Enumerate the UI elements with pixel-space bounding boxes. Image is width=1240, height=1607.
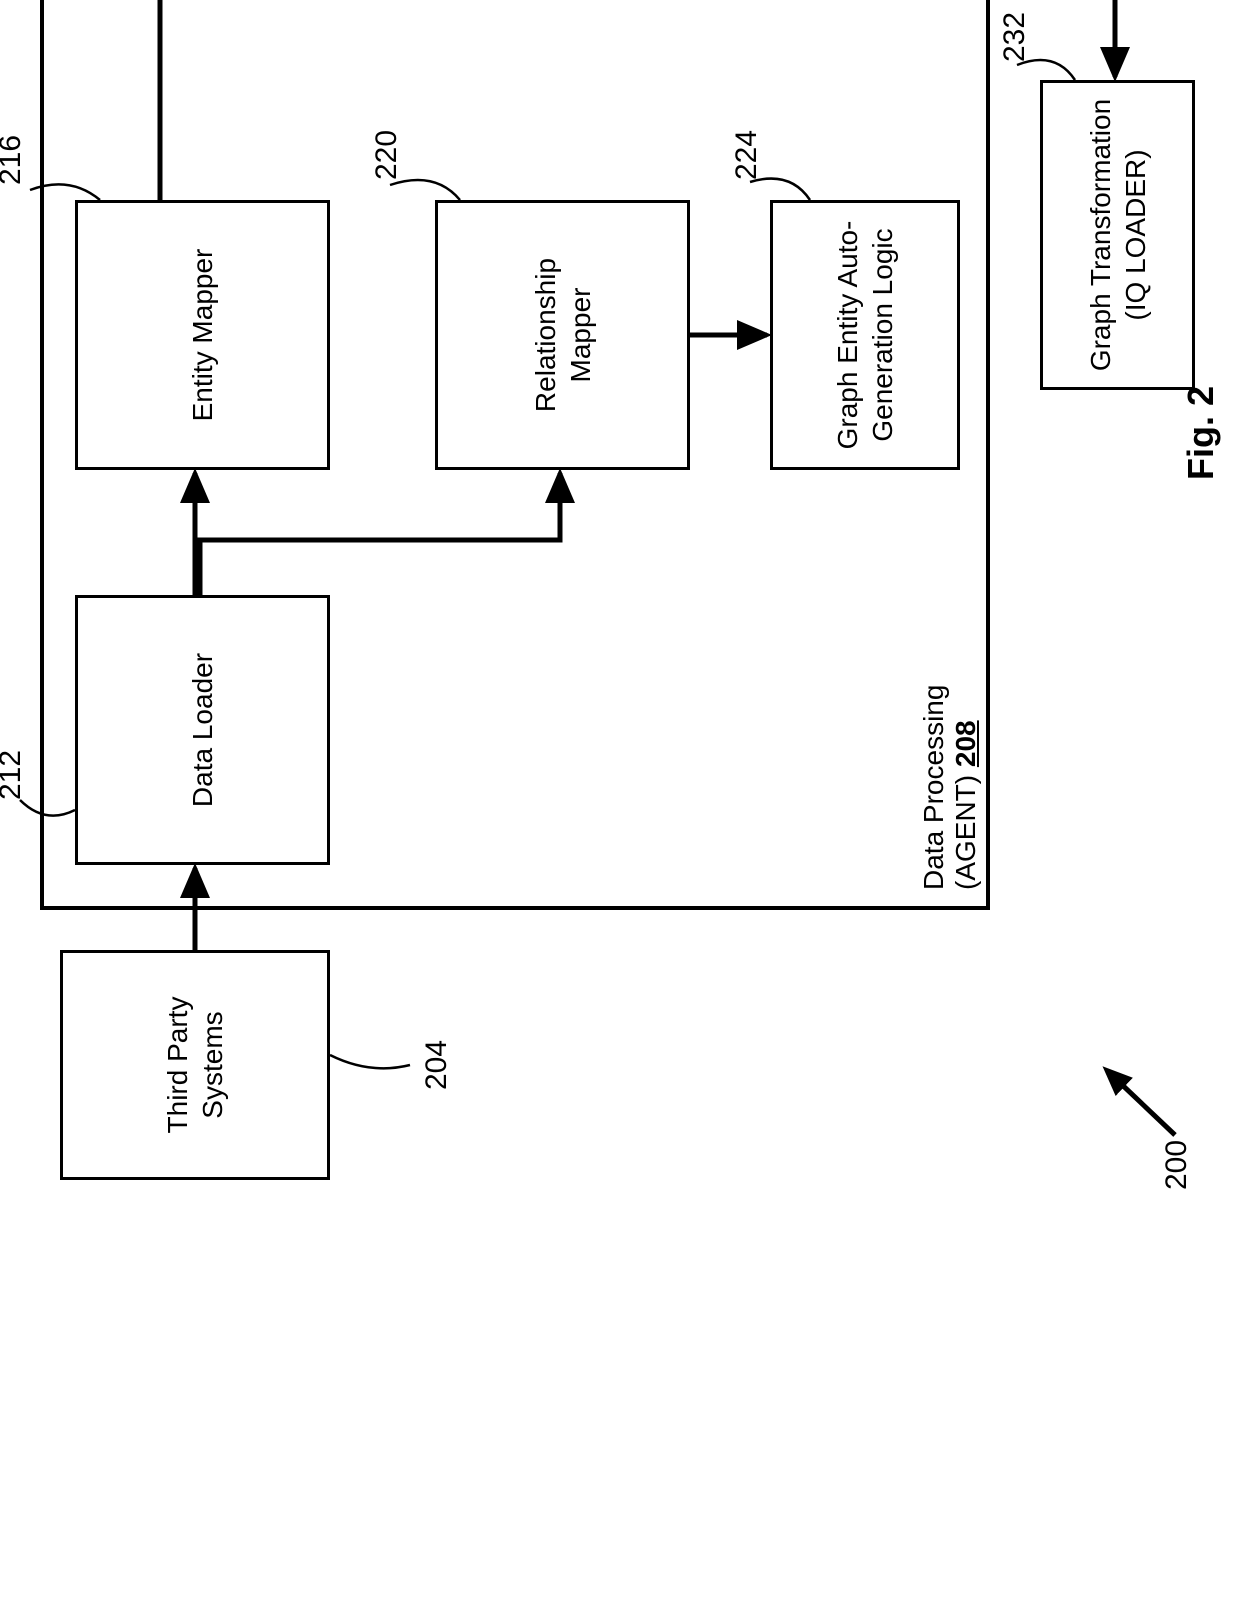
entity-mapper-label: Entity Mapper [185, 249, 220, 422]
container-label: Data Processing (AGENT) 208 [918, 630, 982, 890]
graph-transform-line2: (IQ LOADER) [1120, 149, 1151, 320]
graph-transform-text: Graph Transformation (IQ LOADER) [1083, 99, 1153, 371]
box-data-loader: Data Loader [75, 595, 330, 865]
ref-224: 224 [730, 130, 764, 180]
diagram-canvas: Data Processing (AGENT) 208 Third Party … [0, 0, 1240, 1240]
ref-220: 220 [370, 130, 404, 180]
ref-200: 200 [1160, 1140, 1194, 1190]
graph-transform-line1: Graph Transformation [1085, 99, 1116, 371]
graph-autogen-label: Graph Entity Auto-Generation Logic [830, 207, 900, 463]
container-line1: Data Processing [918, 685, 949, 890]
relationship-mapper-label: Relationship Mapper [528, 207, 598, 463]
third-party-label: Third Party Systems [160, 957, 230, 1173]
container-line2: (AGENT) [950, 775, 981, 890]
ref-212: 212 [0, 750, 28, 800]
lead-204 [330, 1055, 410, 1068]
box-graph-autogen: Graph Entity Auto-Generation Logic [770, 200, 960, 470]
box-third-party-systems: Third Party Systems [60, 950, 330, 1180]
data-loader-label: Data Loader [185, 653, 220, 807]
ref-204: 204 [420, 1040, 454, 1090]
ref-216: 216 [0, 135, 28, 185]
container-ref: 208 [950, 720, 981, 767]
arrow-overall-200 [1117, 1080, 1175, 1135]
box-relationship-mapper: Relationship Mapper [435, 200, 690, 470]
box-entity-mapper: Entity Mapper [75, 200, 330, 470]
box-graph-transformation: Graph Transformation (IQ LOADER) [1040, 80, 1195, 390]
figure-caption: Fig. 2 [1180, 386, 1222, 480]
lead-232 [1017, 60, 1075, 80]
ref-232: 232 [998, 12, 1032, 62]
